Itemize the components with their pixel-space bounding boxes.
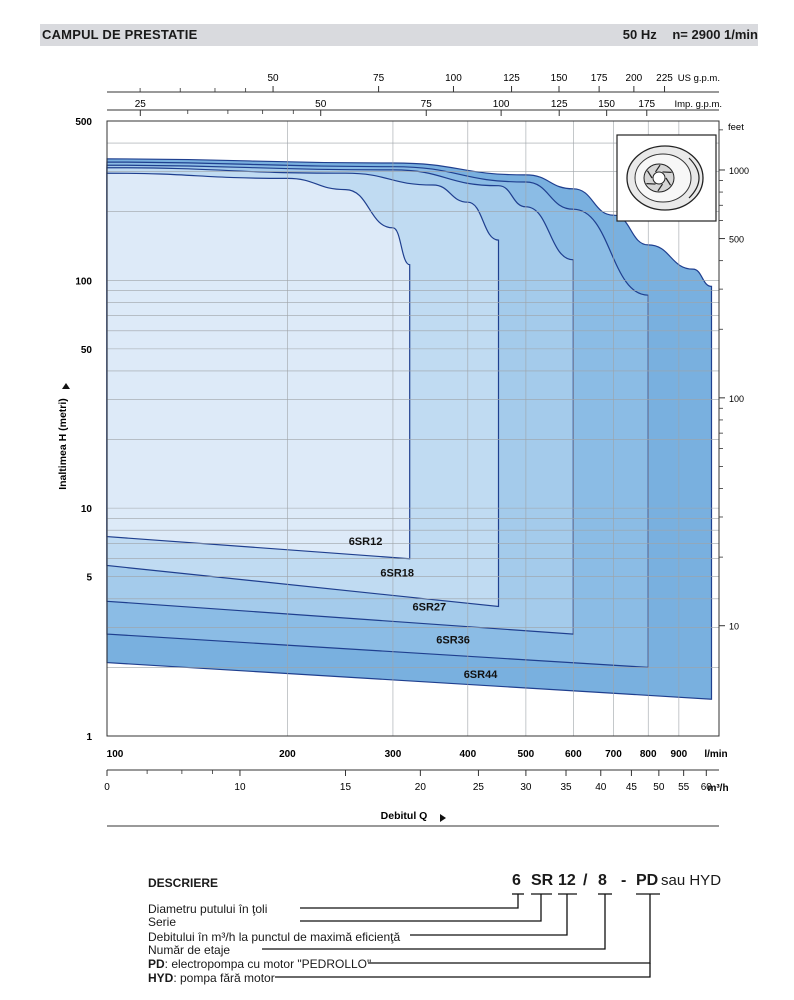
impeller-vane — [657, 183, 664, 192]
us-gpm-tick-label: 100 — [445, 73, 462, 84]
imp-gpm-tick-label: 175 — [638, 99, 655, 110]
imp-gpm-tick-label: 125 — [551, 99, 568, 110]
m3h-tick-label: 25 — [473, 782, 485, 793]
lmin-tick-label: 200 — [279, 749, 296, 760]
impeller-vane — [646, 170, 653, 179]
m3h-tick-label: 15 — [340, 782, 352, 793]
code-part-stages: 8 — [598, 872, 607, 889]
m3h-tick-label: 50 — [653, 782, 665, 793]
hyd-text: : pompa fără motor — [173, 971, 275, 985]
series-label-6sr27: 6SR27 — [412, 602, 446, 614]
impeller-vane — [665, 177, 672, 186]
legend-line-stages: Număr de etaje — [148, 943, 231, 957]
us-gpm-tick-label: 200 — [626, 73, 643, 84]
us-gpm-tick-label: 75 — [373, 73, 385, 84]
us-gpm-tick-label: 125 — [503, 73, 520, 84]
code-part-series: SR — [531, 872, 554, 889]
us-gpm-tick-label: 225 — [656, 73, 673, 84]
chart-labels: 6SR44 6SR36 6SR27 6SR18 6SR12 — [349, 536, 499, 681]
lmin-tick-label: 500 — [518, 749, 535, 760]
series-label-6sr18: 6SR18 — [380, 568, 414, 580]
us-gpm-tick-label: 175 — [591, 73, 608, 84]
section-header-bar: CAMPUL DE PRESTATIE 50 Hz n= 2900 1/min — [40, 24, 758, 46]
chart-grid-overlay — [107, 120, 719, 737]
series-label-6sr36: 6SR36 — [436, 634, 470, 646]
impeller-volute — [688, 157, 700, 199]
code-part-hyd: sau HYD — [661, 872, 722, 889]
lmin-tick-label: 600 — [565, 749, 582, 760]
imp-gpm-tick-label: 50 — [315, 99, 327, 110]
code-part-dash: - — [621, 872, 627, 889]
m3h-tick-label: 30 — [520, 782, 532, 793]
m3h-unit-label: m³/h — [707, 783, 728, 794]
legend-line-series: Serie — [148, 915, 177, 929]
hyd-key: HYD — [148, 971, 174, 985]
m3h-tick-label: 40 — [595, 782, 607, 793]
pd-key: PD — [148, 957, 165, 971]
y-tick-label: 5 — [86, 573, 92, 584]
feet-unit-label: feet — [728, 122, 744, 133]
imp-gpm-tick-label: 100 — [493, 99, 510, 110]
code-part-diameter: 6 — [512, 872, 521, 889]
m3h-tick-label: 35 — [560, 782, 572, 793]
feet-tick-label: 100 — [729, 394, 744, 404]
y-tick-label: 500 — [75, 117, 92, 128]
series-label-6sr44: 6SR44 — [464, 669, 499, 681]
frequency-label: 50 Hz — [622, 27, 657, 42]
lmin-tick-label: 300 — [385, 749, 402, 760]
y-axis-title: Inaltimea H (metri) — [57, 398, 69, 490]
operating-conditions: 50 Hz n= 2900 1/min — [611, 27, 758, 42]
description-section: DESCRIERE — [0, 860, 794, 1000]
y-tick-label: 10 — [81, 504, 93, 515]
lmin-unit-label: l/min — [704, 749, 727, 760]
y-tick-label: 50 — [81, 345, 93, 356]
feet-tick-label: 500 — [729, 235, 744, 245]
x-axis-arrow — [440, 814, 446, 822]
impeller-vane — [654, 164, 661, 173]
lmin-tick-label: 800 — [640, 749, 657, 760]
code-part-pd: PD — [636, 872, 659, 889]
m3h-tick-label: 55 — [678, 782, 690, 793]
series-area-6sr12 — [106, 172, 411, 560]
imp-gpm-tick-label: 150 — [598, 99, 615, 110]
section-title: CAMPUL DE PRESTATIE — [42, 27, 198, 42]
lmin-tick-label: 900 — [671, 749, 688, 760]
speed-label: n= 2900 1/min — [672, 27, 758, 42]
m3h-tick-label: 0 — [104, 782, 110, 793]
us-gpm-tick-label: 50 — [267, 73, 279, 84]
impeller-illustration — [616, 134, 717, 222]
lmin-tick-label: 700 — [605, 749, 622, 760]
legend-line-pd: PD: electropompa cu motor "PEDROLLO" — [148, 957, 371, 971]
y-tick-label: 100 — [75, 276, 92, 287]
us-gpm-unit-label: US g.p.m. — [678, 73, 720, 84]
us-gpm-tick-label: 150 — [551, 73, 568, 84]
legend-line-hyd: HYD: pompa fără motor — [148, 971, 275, 985]
y-axis-arrow — [62, 383, 70, 389]
m3h-tick-label: 10 — [234, 782, 246, 793]
code-part-flow: 12 — [558, 872, 576, 889]
impeller-eye — [652, 171, 666, 185]
m3h-tick-label: 60 — [701, 782, 713, 793]
pd-text: : electropompa cu motor "PEDROLLO" — [164, 957, 372, 971]
chart-areas — [106, 158, 713, 700]
feet-tick-label: 10 — [729, 622, 739, 632]
lmin-tick-label: 400 — [459, 749, 476, 760]
y-tick-label: 1 — [86, 732, 92, 743]
imp-gpm-unit-label: Imp. g.p.m. — [674, 99, 722, 110]
x-axis-title: Debitul Q — [381, 810, 428, 822]
series-label-6sr12: 6SR12 — [349, 536, 383, 548]
lmin-tick-label: 100 — [107, 749, 124, 760]
code-part-slash: / — [583, 872, 588, 889]
plot-frame — [106, 120, 720, 737]
legend-line-diameter: Diametru putului în ţoli — [148, 902, 268, 916]
imp-gpm-tick-label: 75 — [421, 99, 433, 110]
description-heading: DESCRIERE — [148, 876, 219, 890]
legend-line-flow: Debitului în m³/h la punctul de maximă e… — [148, 930, 401, 944]
m3h-tick-label: 20 — [415, 782, 427, 793]
feet-tick-label: 1000 — [729, 166, 749, 176]
m3h-tick-label: 45 — [626, 782, 638, 793]
imp-gpm-tick-label: 25 — [135, 99, 147, 110]
